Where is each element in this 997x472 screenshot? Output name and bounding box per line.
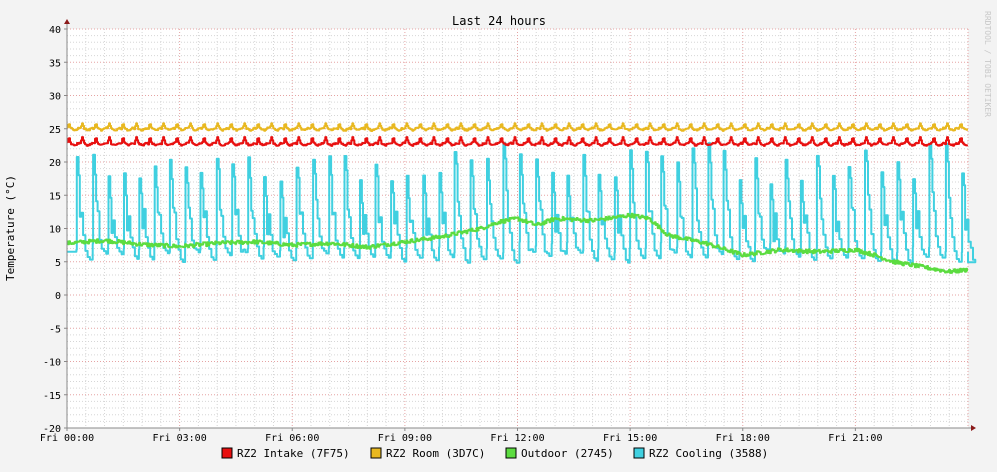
- y-tick-label: 0: [55, 291, 61, 302]
- x-tick-label: Fri 21:00: [828, 433, 882, 444]
- legend-swatch: [633, 447, 645, 459]
- x-tick-label: Fri 15:00: [603, 433, 657, 444]
- y-tick-label: -20: [43, 424, 61, 435]
- x-tick-label: Fri 18:00: [716, 433, 770, 444]
- y-tick-label: 5: [55, 258, 61, 269]
- x-tick-label: Fri 03:00: [153, 433, 207, 444]
- y-tick-label: -15: [43, 391, 61, 402]
- x-tick-label: Fri 09:00: [378, 433, 432, 444]
- legend: RZ2 Intake (7F75) RZ2 Room (3D7C) Outdoor …: [221, 447, 768, 460]
- y-tick-label: 15: [49, 191, 61, 202]
- y-tick-label: 20: [49, 158, 61, 169]
- x-tick-label: Fri 06:00: [265, 433, 319, 444]
- x-tick-label: Fri 00:00: [40, 433, 94, 444]
- legend-swatch: [370, 447, 382, 459]
- legend-label: RZ2 Intake (7F75): [237, 447, 350, 460]
- y-tick-label: -10: [43, 358, 61, 369]
- series-layer: [67, 122, 977, 274]
- legend-swatch: [505, 447, 517, 459]
- x-tick-label: Fri 12:00: [490, 433, 544, 444]
- y-tick-label: 35: [49, 58, 61, 69]
- rrdtool-watermark: RRDTOOL / TOBI OETIKER: [983, 11, 992, 117]
- series-line: [67, 122, 968, 132]
- legend-label: RZ2 Room (3D7C): [386, 447, 485, 460]
- legend-label: RZ2 Cooling (3588): [649, 447, 768, 460]
- legend-swatch: [221, 447, 233, 459]
- y-tick-label: 25: [49, 125, 61, 136]
- y-axis-label: Temperature (°C): [4, 175, 17, 281]
- series-line: [67, 212, 968, 274]
- series-line: [67, 136, 968, 147]
- y-axis-arrow: [64, 19, 70, 24]
- y-tick-label: 40: [49, 25, 61, 36]
- x-axis-arrow: [971, 425, 976, 431]
- chart-title: Last 24 hours: [452, 14, 546, 28]
- y-tick-label: -5: [49, 324, 61, 335]
- series-line: [67, 142, 977, 264]
- y-tick-label: 10: [49, 225, 61, 236]
- legend-label: Outdoor (2745): [521, 447, 614, 460]
- y-tick-label: 30: [49, 92, 61, 103]
